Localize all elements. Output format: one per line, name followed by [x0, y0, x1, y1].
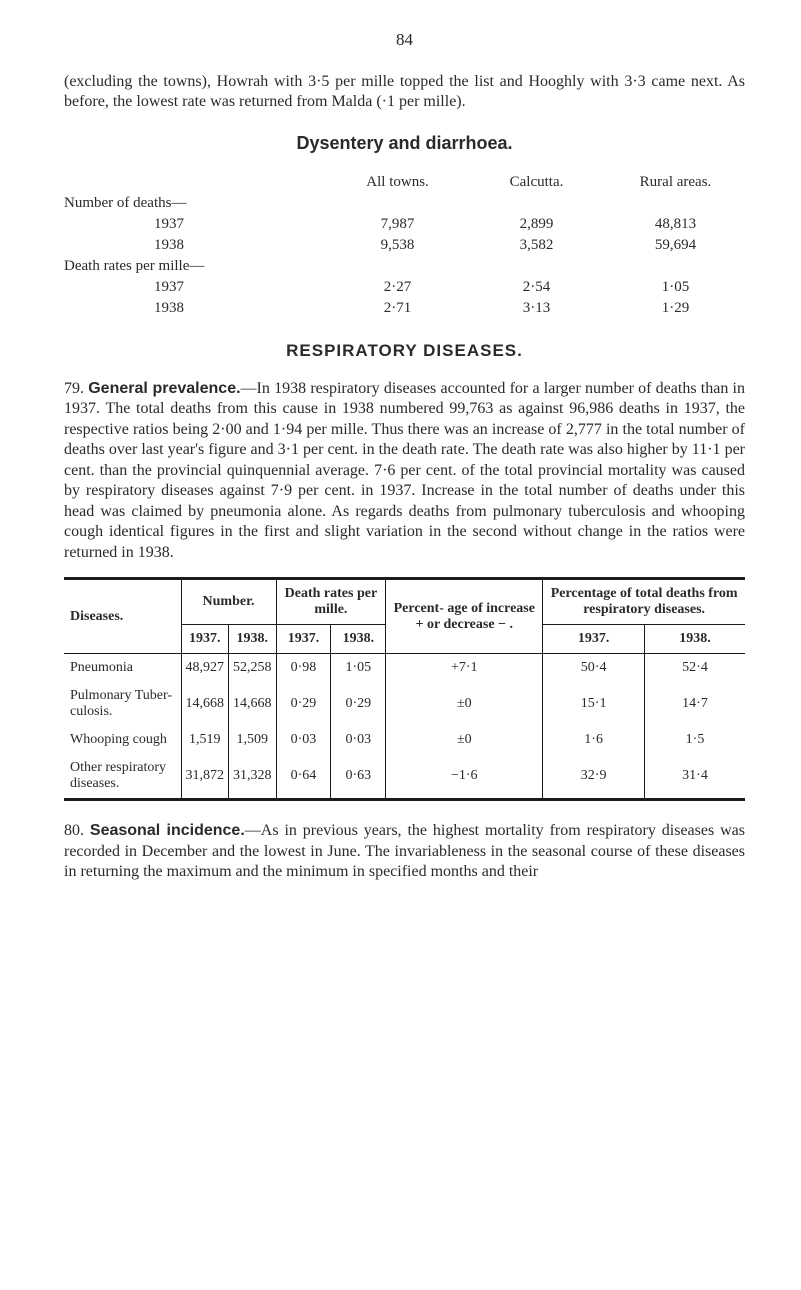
cell: 50·4	[543, 654, 645, 683]
section-title-respiratory: RESPIRATORY DISEASES.	[64, 341, 745, 361]
page-number: 84	[64, 30, 745, 50]
cell: ±0	[386, 726, 543, 754]
para-heading: General prevalence.	[88, 380, 240, 397]
para-text: —In 1938 respiratory diseases accounted …	[64, 380, 745, 561]
cell: 1·05	[606, 277, 745, 298]
cell-disease: Pneumonia	[64, 654, 181, 683]
th-1938: 1938.	[229, 625, 277, 654]
page: 84 (excluding the towns), Howrah with 3·…	[0, 0, 801, 937]
respiratory-table: Diseases. Number. Death rates per mille.…	[64, 577, 745, 801]
cell: 48,927	[181, 654, 229, 683]
th-1937: 1937.	[181, 625, 229, 654]
cell: 32·9	[543, 754, 645, 800]
cell: 2·71	[328, 298, 467, 319]
cell: 0·63	[331, 754, 386, 800]
cell-disease: Whooping cough	[64, 726, 181, 754]
cell: −1·6	[386, 754, 543, 800]
th-1938: 1938.	[331, 625, 386, 654]
cell: 1·29	[606, 298, 745, 319]
paragraph-79: 79. General prevalence.—In 1938 respirat…	[64, 379, 745, 563]
cell-disease: Pulmonary Tuber- culosis.	[64, 682, 181, 726]
year: 1937	[64, 214, 328, 235]
cell: 2·27	[328, 277, 467, 298]
group-label-deaths: Number of deaths—	[64, 193, 745, 214]
th-1937: 1937.	[543, 625, 645, 654]
para-number: 80.	[64, 822, 84, 839]
cell: 14,668	[181, 682, 229, 726]
cell: 31·4	[644, 754, 745, 800]
cell: 1·6	[543, 726, 645, 754]
cell: 14,668	[229, 682, 277, 726]
cell: 1·05	[331, 654, 386, 683]
year: 1938	[64, 298, 328, 319]
table-row: Pulmonary Tuber- culosis. 14,668 14,668 …	[64, 682, 745, 726]
cell: 1,509	[229, 726, 277, 754]
cell: 3·13	[467, 298, 606, 319]
th-diseases: Diseases.	[64, 579, 181, 654]
cell-disease: Other respiratory diseases.	[64, 754, 181, 800]
cell: 2,899	[467, 214, 606, 235]
section-title-dysentery: Dysentery and diarrhoea.	[64, 133, 745, 154]
paragraph-80: 80. Seasonal incidence.—As in previous y…	[64, 821, 745, 882]
table-row: Pneumonia 48,927 52,258 0·98 1·05 +7·1 5…	[64, 654, 745, 683]
cell: 0·98	[276, 654, 331, 683]
cell: 14·7	[644, 682, 745, 726]
group-label-rates: Death rates per mille—	[64, 256, 745, 277]
cell: 1·5	[644, 726, 745, 754]
cell: 2·54	[467, 277, 606, 298]
cell: 59,694	[606, 235, 745, 256]
year: 1937	[64, 277, 328, 298]
para-heading: Seasonal incidence.	[90, 822, 245, 839]
table-row: Other respiratory diseases. 31,872 31,32…	[64, 754, 745, 800]
cell: 9,538	[328, 235, 467, 256]
cell: 48,813	[606, 214, 745, 235]
th-1938: 1938.	[644, 625, 745, 654]
cell: 15·1	[543, 682, 645, 726]
cell: 0·29	[331, 682, 386, 726]
para-number: 79.	[64, 380, 84, 397]
col-rural: Rural areas.	[606, 172, 745, 193]
cell: 3,582	[467, 235, 606, 256]
cell: 31,328	[229, 754, 277, 800]
cell: 52·4	[644, 654, 745, 683]
th-1937: 1937.	[276, 625, 331, 654]
col-calcutta: Calcutta.	[467, 172, 606, 193]
col-all-towns: All towns.	[328, 172, 467, 193]
th-death-rates: Death rates per mille.	[276, 579, 386, 625]
dysentery-table: All towns. Calcutta. Rural areas. Number…	[64, 172, 745, 319]
th-percent-total: Percentage of total deaths from respirat…	[543, 579, 745, 625]
cell: 0·03	[331, 726, 386, 754]
table-row: Whooping cough 1,519 1,509 0·03 0·03 ±0 …	[64, 726, 745, 754]
th-number: Number.	[181, 579, 276, 625]
cell: +7·1	[386, 654, 543, 683]
cell: ±0	[386, 682, 543, 726]
cell: 0·29	[276, 682, 331, 726]
th-percent-change: Percent- age of increase + or decrease −…	[386, 579, 543, 654]
cell: 7,987	[328, 214, 467, 235]
cell: 1,519	[181, 726, 229, 754]
cell: 52,258	[229, 654, 277, 683]
intro-paragraph: (excluding the towns), Howrah with 3·5 p…	[64, 72, 745, 113]
year: 1938	[64, 235, 328, 256]
cell: 31,872	[181, 754, 229, 800]
cell: 0·03	[276, 726, 331, 754]
cell: 0·64	[276, 754, 331, 800]
